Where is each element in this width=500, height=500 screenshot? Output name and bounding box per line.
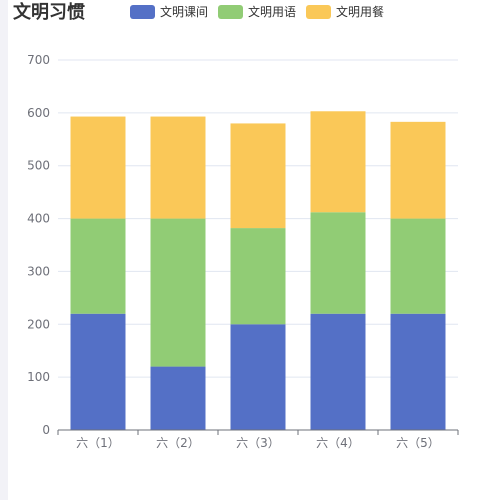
bar-series0-cat3[interactable]	[310, 313, 366, 430]
bar-series2-cat0[interactable]	[70, 116, 126, 219]
legend-swatch-wenming-kejian	[130, 5, 155, 19]
y-tick-label: 600	[27, 106, 50, 120]
legend-label-wenming-kejian: 文明课间	[160, 5, 209, 19]
bar-series2-cat4[interactable]	[390, 121, 446, 219]
x-tick-label: 六（4）	[316, 436, 360, 450]
bars	[70, 111, 446, 430]
x-tick-label: 六（5）	[396, 436, 440, 450]
chart-title: 文明习惯	[13, 2, 85, 23]
legend-item-wenming-yongcan[interactable]: 文明用餐	[306, 3, 384, 21]
x-tick-label: 六（3）	[236, 436, 280, 450]
legend-label-wenming-yongcan: 文明用餐	[336, 5, 385, 19]
left-rail	[0, 0, 8, 500]
legend-item-wenming-yongyu[interactable]: 文明用语	[218, 3, 296, 21]
bar-series0-cat1[interactable]	[150, 366, 206, 430]
legend-swatch-wenming-yongyu	[218, 5, 244, 19]
y-tick-label: 0	[42, 423, 50, 437]
bar-series1-cat1[interactable]	[150, 218, 206, 367]
axes: 0 100 200 300 400 500 600 700 六（1） 六（2） 六（3） 六（4） 六（…	[27, 53, 459, 450]
y-tick-label: 700	[27, 53, 50, 67]
y-tick-label: 400	[27, 212, 50, 226]
x-tick-label: 六（2）	[156, 436, 200, 450]
y-tick-label: 300	[27, 264, 50, 278]
bar-series2-cat1[interactable]	[150, 116, 206, 219]
bar-series1-cat0[interactable]	[70, 218, 126, 314]
bar-series0-cat2[interactable]	[230, 324, 286, 430]
bar-series2-cat3[interactable]	[310, 111, 366, 213]
y-tick-label: 200	[27, 317, 50, 331]
bar-series1-cat4[interactable]	[390, 218, 446, 314]
bar-series0-cat0[interactable]	[70, 313, 126, 430]
legend-label-wenming-yongyu: 文明用语	[248, 5, 297, 19]
x-tick-label: 六（1）	[76, 436, 120, 450]
y-tick-label: 500	[27, 159, 50, 173]
bar-series1-cat3[interactable]	[310, 212, 366, 314]
legend: 文明课间 文明用语 文明用餐	[130, 3, 384, 21]
legend-item-wenming-kejian[interactable]: 文明课间	[130, 3, 208, 21]
bar-series2-cat2[interactable]	[230, 123, 286, 229]
y-tick-label: 100	[27, 370, 50, 384]
legend-swatch-wenming-yongcan	[306, 5, 332, 19]
bar-series1-cat2[interactable]	[230, 228, 286, 325]
bar-series0-cat4[interactable]	[390, 313, 446, 430]
